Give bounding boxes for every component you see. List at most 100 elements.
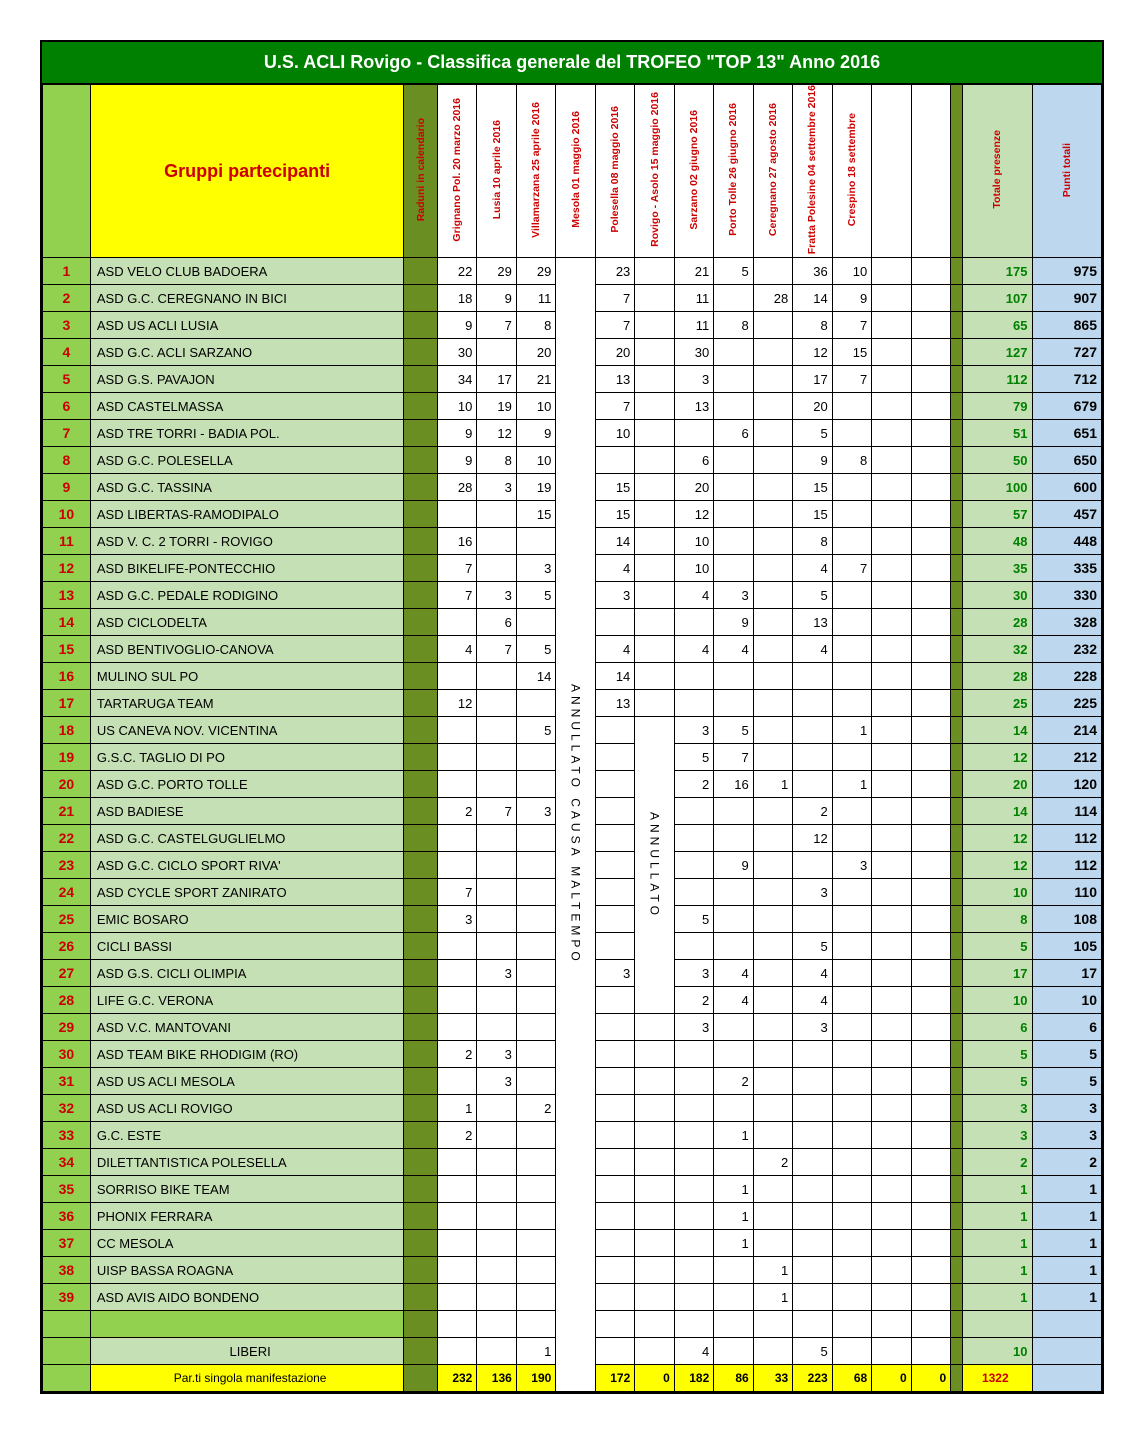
- rank-cell: 23: [43, 852, 91, 879]
- value-cell: [635, 1257, 674, 1284]
- value-cell: [674, 825, 713, 852]
- team-cell: ASD CICLODELTA: [90, 609, 404, 636]
- value-cell: [911, 852, 950, 879]
- presenze-cell: 5: [963, 1041, 1032, 1068]
- value-cell: 1: [714, 1230, 753, 1257]
- value-cell: [516, 771, 555, 798]
- spacer-cell: [951, 339, 963, 366]
- value-cell: 9: [437, 312, 476, 339]
- team-cell: G.S.C. TAGLIO DI PO: [90, 744, 404, 771]
- value-cell: [872, 933, 911, 960]
- team-cell: ASD AVIS AIDO BONDENO: [90, 1284, 404, 1311]
- value-cell: [753, 447, 792, 474]
- rank-cell: 33: [43, 1122, 91, 1149]
- value-cell: [872, 312, 911, 339]
- team-cell: EMIC BOSARO: [90, 906, 404, 933]
- value-cell: [714, 555, 753, 582]
- value-cell: [753, 528, 792, 555]
- spacer-cell: [951, 717, 963, 744]
- value-cell: [714, 690, 753, 717]
- punti-cell: 108: [1032, 906, 1102, 933]
- value-cell: 5: [714, 717, 753, 744]
- presenze-cell: 1: [963, 1176, 1032, 1203]
- value-cell: 4: [793, 987, 832, 1014]
- rank-cell: 34: [43, 1149, 91, 1176]
- value-cell: [516, 960, 555, 987]
- value-cell: [714, 1095, 753, 1122]
- value-cell: [872, 1257, 911, 1284]
- value-cell: [911, 960, 950, 987]
- punti-cell: 650: [1032, 447, 1102, 474]
- value-cell: [872, 1068, 911, 1095]
- rank-cell: 20: [43, 771, 91, 798]
- spacer-cell: [951, 528, 963, 555]
- presenze-cell: 100: [963, 474, 1032, 501]
- value-cell: [516, 1284, 555, 1311]
- value-cell: [635, 1284, 674, 1311]
- value-cell: [595, 717, 634, 744]
- value-cell: [872, 987, 911, 1014]
- value-cell: [753, 1230, 792, 1257]
- spacer-cell: [951, 987, 963, 1014]
- value-cell: 12: [437, 690, 476, 717]
- value-cell: [832, 879, 871, 906]
- value-cell: [911, 663, 950, 690]
- rank-cell: 8: [43, 447, 91, 474]
- value-cell: [793, 1257, 832, 1284]
- raduni-cell: [404, 393, 438, 420]
- value-cell: 1: [753, 1284, 792, 1311]
- rank-cell: 1: [43, 258, 91, 285]
- value-cell: [793, 690, 832, 717]
- team-cell: ASD G.C. CICLO SPORT RIVA': [90, 852, 404, 879]
- value-cell: [793, 1230, 832, 1257]
- spacer-cell: [951, 609, 963, 636]
- value-cell: [714, 1284, 753, 1311]
- value-cell: [832, 1257, 871, 1284]
- value-cell: [714, 285, 753, 312]
- raduni-cell: [404, 771, 438, 798]
- team-cell: TARTARUGA TEAM: [90, 690, 404, 717]
- value-cell: [793, 1176, 832, 1203]
- value-cell: [911, 312, 950, 339]
- value-cell: [911, 879, 950, 906]
- value-cell: 3: [674, 960, 713, 987]
- raduni-cell: [404, 1095, 438, 1122]
- value-cell: [674, 798, 713, 825]
- team-cell: ASD G.S. PAVAJON: [90, 366, 404, 393]
- value-cell: [911, 420, 950, 447]
- rank-cell: 36: [43, 1203, 91, 1230]
- value-cell: [872, 906, 911, 933]
- value-cell: [911, 1284, 950, 1311]
- rank-cell: 10: [43, 501, 91, 528]
- value-cell: 3: [832, 852, 871, 879]
- value-cell: [477, 906, 516, 933]
- presenze-cell: 32: [963, 636, 1032, 663]
- hdr-event-0: Grignano Pol. 20 marzo 2016: [437, 85, 476, 258]
- hdr-event-1: Lusia 10 aprile 2016: [477, 85, 516, 258]
- value-cell: [674, 1149, 713, 1176]
- value-cell: 7: [477, 798, 516, 825]
- value-cell: [872, 528, 911, 555]
- spacer-cell: [951, 555, 963, 582]
- value-cell: [674, 1095, 713, 1122]
- presenze-cell: 14: [963, 798, 1032, 825]
- value-cell: [714, 447, 753, 474]
- punti-cell: 112: [1032, 852, 1102, 879]
- value-cell: [832, 987, 871, 1014]
- punti-cell: 1: [1032, 1284, 1102, 1311]
- punti-cell: 120: [1032, 771, 1102, 798]
- value-cell: 10: [595, 420, 634, 447]
- value-cell: [437, 852, 476, 879]
- value-cell: 7: [437, 582, 476, 609]
- value-cell: 11: [674, 312, 713, 339]
- value-cell: [753, 555, 792, 582]
- value-cell: [793, 1122, 832, 1149]
- value-cell: 12: [793, 339, 832, 366]
- value-cell: [872, 420, 911, 447]
- value-cell: [595, 906, 634, 933]
- rank-cell: 39: [43, 1284, 91, 1311]
- value-cell: [911, 798, 950, 825]
- spacer-cell: [951, 663, 963, 690]
- value-cell: [635, 339, 674, 366]
- value-cell: [872, 1284, 911, 1311]
